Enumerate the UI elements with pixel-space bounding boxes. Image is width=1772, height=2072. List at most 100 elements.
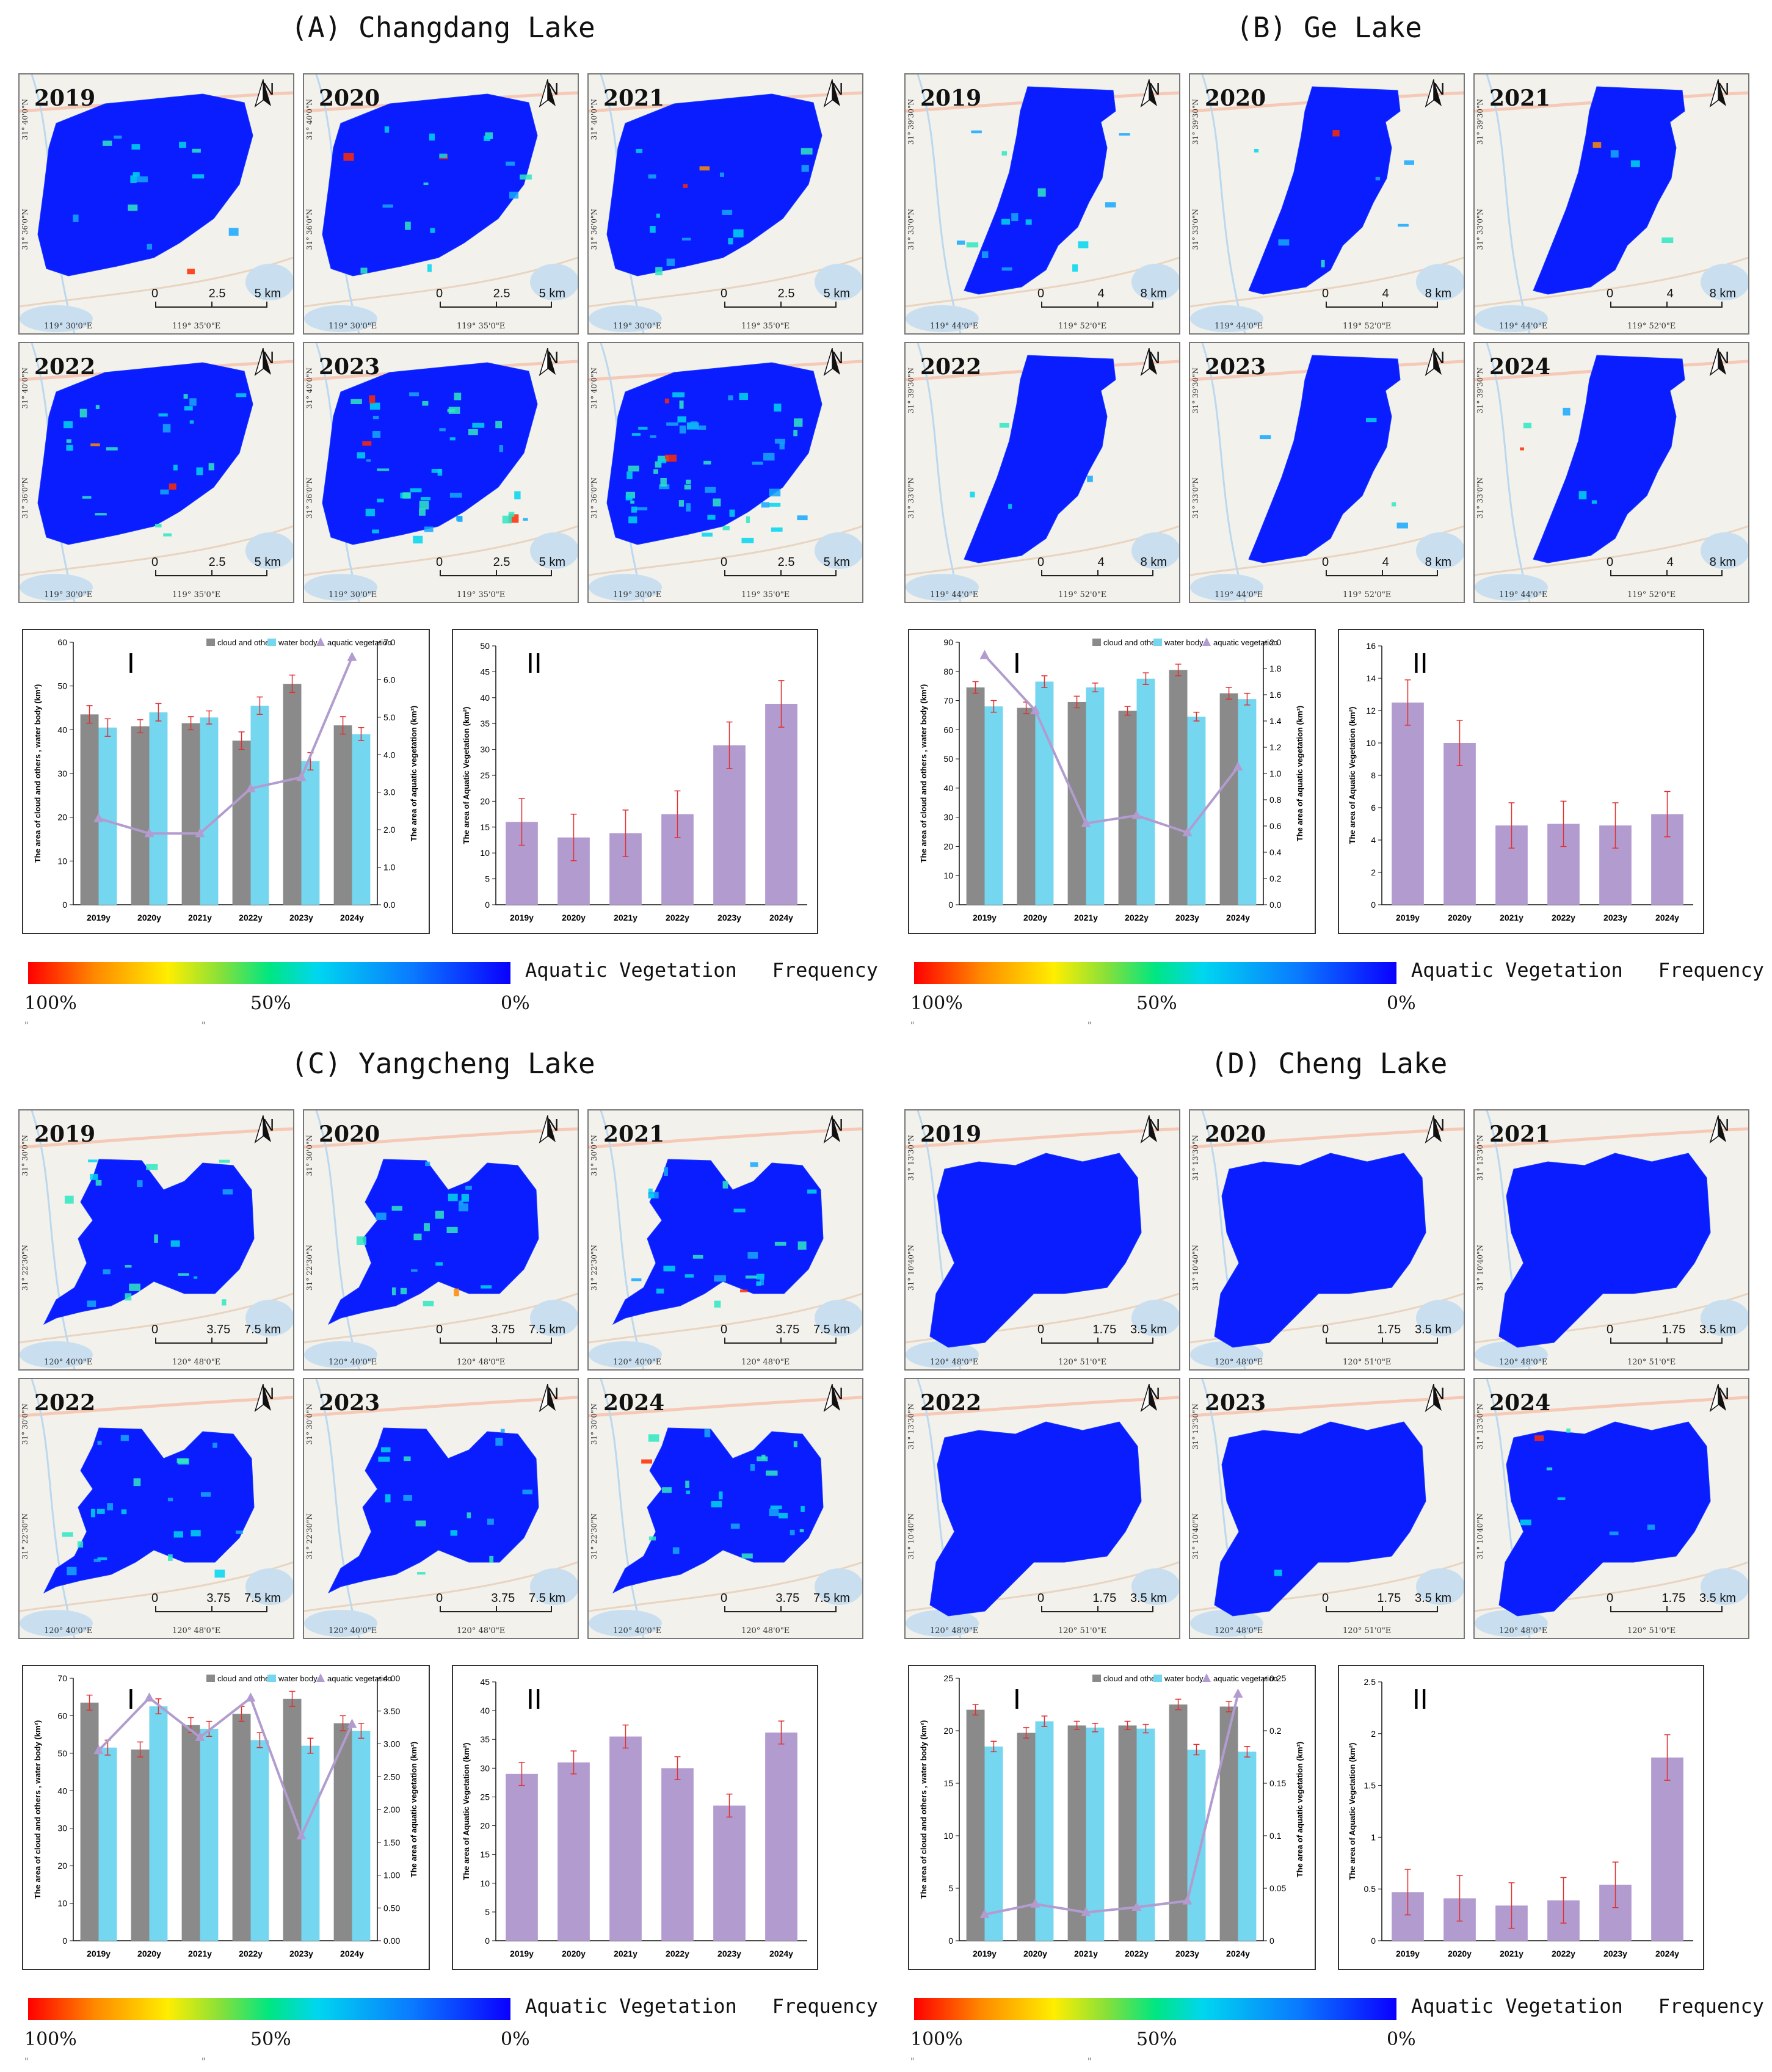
vegetation-patch	[409, 392, 419, 397]
error-bar	[206, 710, 212, 725]
vegetation-patch	[376, 1212, 387, 1220]
vegetation-patch	[107, 1503, 114, 1511]
x-tick-label: 2020y	[1448, 1949, 1472, 1958]
vegetation-patch	[417, 1572, 426, 1575]
scale-label: 2.5	[493, 556, 510, 569]
stray-mark: "	[1088, 1021, 1092, 1031]
error-bar	[307, 1737, 314, 1754]
latitude-label: 31° 10'40"N	[1191, 1513, 1200, 1559]
scale-label: 2.5	[208, 556, 226, 569]
bar-water	[250, 705, 269, 905]
vegetation-patch	[733, 229, 744, 237]
colorbar-tick: 50%	[250, 993, 291, 1014]
vegetation-patch	[711, 1501, 722, 1508]
vegetation-patch	[106, 447, 118, 451]
lake-body	[1533, 86, 1685, 295]
latitude-label: 31° 36'0"N	[21, 209, 29, 250]
error-bar	[1244, 1746, 1251, 1758]
y-tick-label: 15	[943, 1778, 953, 1788]
bar-cloud	[966, 687, 985, 905]
vegetation-patch	[454, 393, 462, 400]
y-tick-label: 45	[480, 667, 490, 676]
longitude-label: 119° 30'0"E	[613, 590, 662, 600]
vegetation-patch	[750, 1464, 755, 1471]
north-arrow-icon: N	[539, 79, 567, 107]
vegetation-patch	[999, 422, 1009, 428]
water-area	[1131, 532, 1179, 569]
x-tick-label: 2023y	[717, 1949, 741, 1958]
vegetation-patch	[219, 1159, 230, 1163]
vegetation-patch	[653, 469, 658, 474]
line-point	[1081, 1907, 1091, 1916]
lake-map-canvas	[589, 1379, 862, 1638]
vegetation-patch	[1011, 213, 1019, 222]
vegetation-patch	[658, 455, 669, 462]
vegetation-patch	[194, 1276, 198, 1279]
chart-roman-label: II	[1412, 1683, 1428, 1715]
error-bar	[1664, 1734, 1671, 1781]
scale-bar: 0 1.75 3.5 km	[1602, 1592, 1736, 1616]
vegetation-patch	[666, 422, 678, 426]
line-point	[1131, 1901, 1142, 1911]
bar-vegetation	[506, 1773, 538, 1941]
vegetation-patch	[655, 267, 663, 275]
axes-frame	[959, 642, 1264, 905]
water-area	[1416, 1568, 1464, 1605]
vegetation-patch	[1391, 502, 1396, 507]
error-bar	[622, 810, 629, 857]
bar-chart: 0 0.5 1 1.5 2 2.5 2019y 2020y 2021y 2022y 2023y 202…	[1348, 1677, 1693, 1958]
water-area	[1475, 305, 1548, 332]
stray-mark: "	[910, 2057, 915, 2067]
x-tick-label: 2021y	[188, 913, 212, 922]
bar-water	[1238, 699, 1257, 905]
panel-b: (B) Ge Lake 2019 N 0 4 8 km 119° 44'0"E 119° 52…	[886, 0, 1772, 1036]
vegetation-patch	[64, 1195, 74, 1204]
water-area	[906, 1610, 979, 1637]
vegetation-patch	[1008, 504, 1012, 509]
axes-frame	[1381, 646, 1693, 905]
legend-swatch	[206, 1675, 215, 1682]
scale-label: 5 km	[254, 287, 281, 300]
vegetation-patch	[93, 1559, 101, 1562]
x-tick-label: 2021y	[1500, 1949, 1523, 1958]
lake-map: 2019 N 0 1.75 3.5 km 120° 48'0"E 120° 51'0"E 31…	[904, 1109, 1180, 1371]
longitude-label: 119° 30'0"E	[329, 590, 377, 600]
water-area	[589, 574, 662, 601]
latitude-label: 31° 39'30"N	[907, 99, 915, 145]
scale-label: 0	[1037, 1592, 1045, 1605]
vegetation-patch	[1254, 148, 1259, 153]
longitude-label: 120° 51'0"E	[1058, 1358, 1107, 1367]
vegetation-patch	[120, 1435, 129, 1441]
bar-cloud	[1219, 693, 1238, 905]
lake-body	[612, 1159, 824, 1325]
error-bar	[1226, 687, 1232, 700]
vegetation-patch	[372, 529, 379, 534]
water-area	[245, 264, 293, 300]
vegetation-patch	[703, 460, 711, 465]
error-bar	[518, 1762, 525, 1786]
vegetation-patch	[1630, 160, 1640, 167]
vegetation-patch	[66, 439, 71, 443]
lake-body	[43, 1427, 255, 1594]
error-bar	[340, 716, 346, 735]
scale-label: 0	[436, 556, 443, 569]
map-year-label: 2020	[1205, 1121, 1266, 1147]
panel-title: (B) Ge Lake	[1236, 11, 1422, 44]
lake-map-canvas	[1190, 74, 1464, 333]
colorbar-tick: 50%	[1136, 2029, 1177, 2050]
scale-label: 0	[1037, 287, 1045, 300]
latitude-label: 31° 39'30"N	[1191, 368, 1200, 413]
north-arrow-icon: N	[1425, 1115, 1453, 1143]
line-point	[144, 1692, 154, 1702]
scale-bar: 0 4 8 km	[1602, 287, 1736, 311]
vegetation-patch	[178, 1273, 189, 1276]
bar-water	[1035, 1721, 1054, 1941]
vegetation-patch	[650, 226, 656, 233]
scale-label: 0	[436, 1323, 443, 1336]
longitude-label: 119° 35'0"E	[741, 322, 790, 331]
vegetation-patch	[1087, 476, 1093, 482]
y-tick-label: 70	[57, 1673, 67, 1683]
longitude-label: 119° 35'0"E	[741, 590, 790, 600]
scale-label: 3.5 km	[1699, 1592, 1736, 1605]
north-arrow-icon: N	[254, 1115, 282, 1143]
